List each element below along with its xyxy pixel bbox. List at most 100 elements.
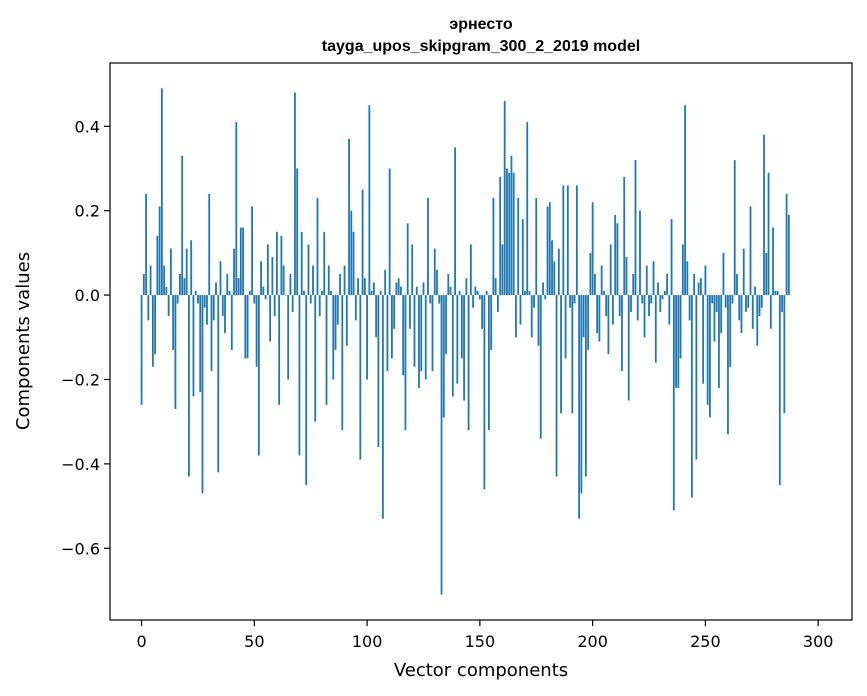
bar-79: [318, 295, 321, 317]
bar-153: [485, 290, 488, 296]
bar-274: [758, 295, 761, 317]
x-axis-label: Vector components: [394, 660, 568, 681]
bar-210: [614, 214, 617, 296]
bar-17: [179, 273, 181, 296]
bar-217: [630, 295, 632, 312]
bar-10: [163, 265, 166, 296]
bar-132: [438, 295, 441, 304]
bar-235: [670, 219, 673, 296]
bar-255: [715, 295, 718, 312]
bar-232: [663, 290, 666, 296]
bar-146: [469, 244, 472, 296]
bar-151: [481, 295, 484, 329]
bar-211: [616, 223, 619, 296]
bar-94: [352, 231, 355, 296]
bar-192: [573, 295, 576, 304]
bar-281: [774, 290, 777, 296]
bar-13: [169, 248, 172, 296]
y-tick-label: −0.6: [61, 539, 100, 558]
bar-59: [273, 295, 276, 317]
bar-142: [460, 295, 463, 359]
bar-29: [206, 295, 208, 325]
bar-186: [560, 295, 562, 414]
bar-57: [269, 295, 272, 342]
bar-122: [415, 286, 418, 296]
bar-124: [420, 295, 423, 372]
bar-87: [336, 295, 339, 325]
bar-265: [738, 295, 741, 321]
bar-191: [571, 295, 574, 414]
bar-23: [192, 295, 195, 397]
bar-33: [215, 282, 217, 296]
bar-104: [375, 295, 378, 338]
bar-86: [334, 295, 337, 350]
bar-197: [584, 295, 587, 477]
bar-266: [740, 295, 743, 334]
bar-64: [285, 295, 287, 296]
bar-49: [251, 206, 253, 296]
bar-169: [521, 219, 524, 296]
bar-200: [591, 202, 594, 296]
bar-121: [413, 295, 416, 367]
bar-115: [400, 286, 402, 296]
bar-145: [467, 295, 470, 431]
bar-254: [713, 295, 716, 342]
bar-190: [569, 295, 571, 308]
bar-185: [557, 248, 560, 296]
bar-93: [350, 210, 353, 296]
bar-118: [406, 223, 409, 296]
bar-184: [555, 295, 558, 477]
bar-138: [451, 295, 454, 397]
bar-167: [517, 198, 520, 296]
bar-70: [298, 295, 301, 456]
bar-41: [233, 248, 235, 296]
bar-283: [778, 295, 781, 485]
bar-227: [652, 261, 655, 296]
bar-141: [458, 290, 461, 296]
bar-99: [363, 278, 366, 296]
bar-34: [217, 295, 220, 473]
bar-2: [145, 193, 147, 296]
bar-16: [176, 295, 179, 304]
bar-218: [632, 273, 635, 296]
bar-137: [449, 286, 452, 296]
bar-248: [699, 278, 702, 296]
bar-81: [323, 231, 326, 296]
bar-259: [724, 295, 727, 308]
bar-52: [257, 295, 260, 456]
bar-157: [494, 278, 497, 296]
bar-25: [197, 295, 199, 304]
bar-240: [681, 244, 684, 296]
x-tick-label: 100: [352, 632, 383, 651]
bar-159: [499, 176, 502, 296]
bar-273: [756, 295, 759, 346]
bar-204: [600, 265, 603, 296]
bar-91: [345, 295, 348, 346]
bar-196: [582, 295, 585, 338]
bar-233: [666, 273, 668, 296]
bar-53: [260, 261, 262, 296]
bar-38: [226, 273, 229, 296]
bar-284: [781, 295, 783, 312]
bar-168: [519, 295, 522, 325]
bar-152: [483, 295, 486, 490]
bar-15: [174, 295, 177, 410]
bar-82: [325, 295, 328, 405]
bar-74: [307, 244, 310, 296]
bar-195: [580, 295, 583, 494]
bar-116: [402, 295, 405, 376]
bar-251: [706, 295, 709, 405]
bar-214: [623, 176, 626, 296]
bar-31: [210, 295, 213, 372]
bar-246: [695, 295, 698, 460]
bar-166: [515, 295, 517, 338]
bar-1: [142, 273, 145, 296]
bar-129: [431, 295, 434, 372]
bar-107: [381, 295, 384, 519]
bar-130: [433, 248, 436, 296]
bar-264: [736, 273, 738, 296]
bar-171: [526, 122, 529, 296]
bar-140: [456, 295, 459, 384]
bar-127: [427, 198, 429, 296]
bar-173: [530, 295, 533, 338]
